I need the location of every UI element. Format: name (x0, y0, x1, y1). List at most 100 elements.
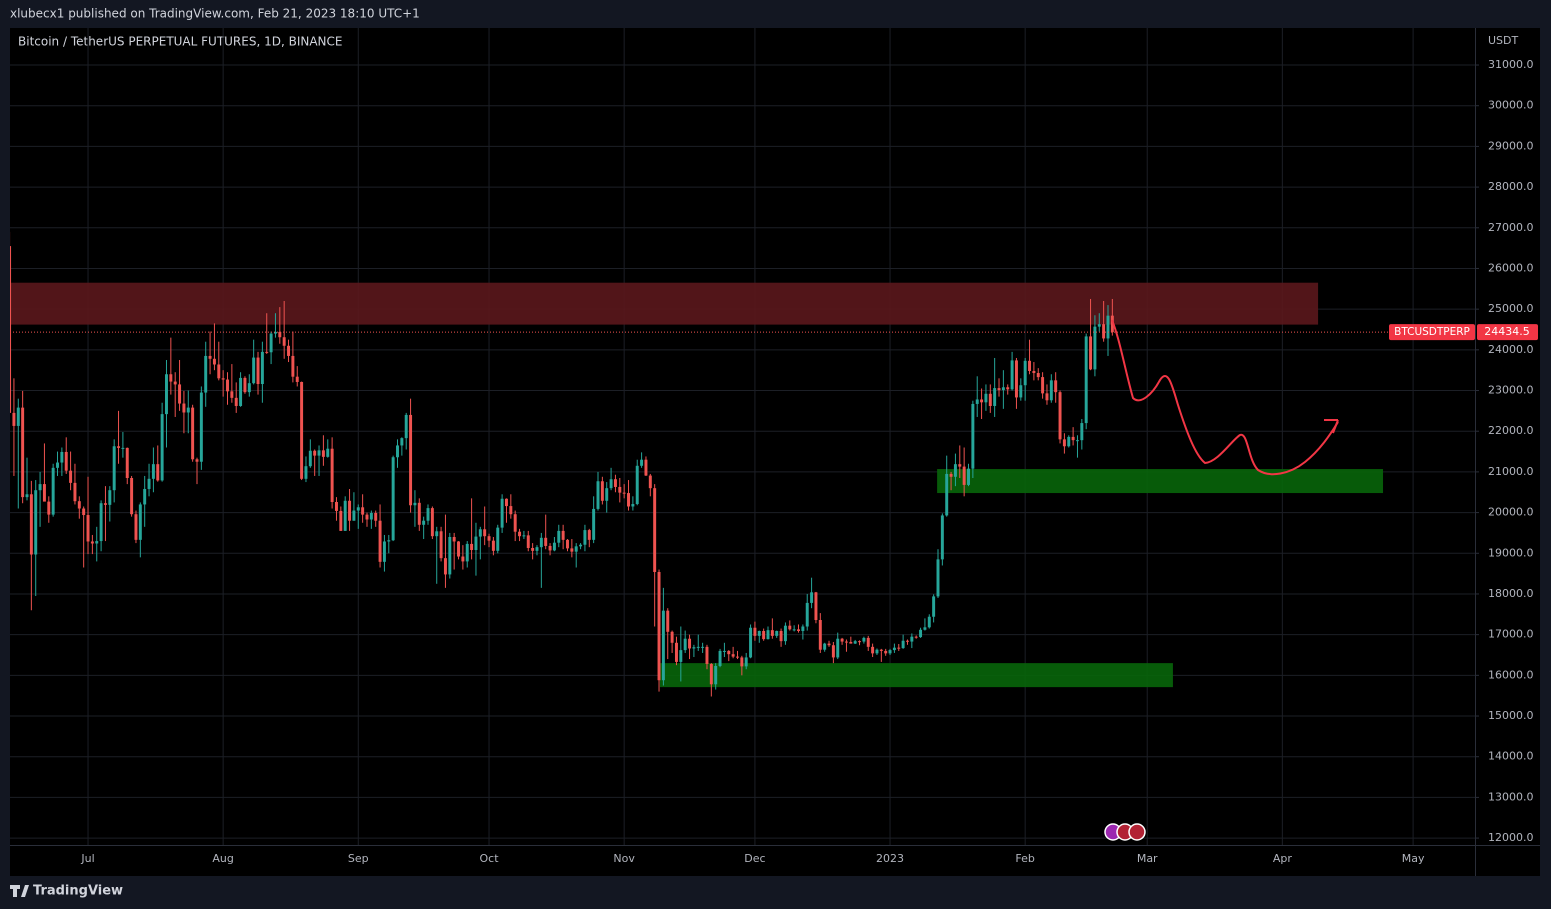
y-tick-label: 12000.0 (1488, 831, 1534, 844)
event-icons (1104, 823, 1146, 841)
candle-body (587, 530, 591, 540)
last-price-tag-bg (1477, 324, 1538, 341)
x-tick-label: Sep (348, 852, 369, 865)
candle-body (42, 484, 46, 502)
candle-body (134, 514, 138, 540)
x-tick-label: May (1402, 852, 1425, 865)
candle-body (805, 602, 809, 627)
candle-body (810, 592, 814, 603)
candle-body (25, 494, 29, 498)
candle-body (709, 663, 713, 685)
candle-body (21, 407, 25, 498)
candle-body (361, 507, 365, 515)
candle-body (56, 462, 59, 468)
candle-body (69, 470, 73, 483)
candle-body (570, 548, 574, 552)
candle-body (927, 616, 931, 628)
candle-body (387, 540, 391, 542)
candle-body (679, 650, 683, 662)
candle-body (409, 414, 413, 506)
candle-body (788, 625, 792, 630)
candle-body (147, 478, 151, 489)
zone (659, 663, 1173, 688)
candle-body (426, 508, 430, 521)
candle-body (858, 641, 862, 643)
candle-body (1023, 360, 1027, 386)
candle-body (949, 473, 953, 477)
candle-body (138, 504, 142, 540)
candle-body (609, 479, 613, 489)
candle-body (230, 391, 234, 398)
candle-body (191, 407, 195, 460)
y-tick-label: 18000.0 (1488, 587, 1534, 600)
candle-body (330, 448, 334, 503)
candle-body (164, 374, 168, 415)
candle-body (775, 630, 779, 636)
candle-body (557, 530, 561, 543)
candle-body (422, 520, 426, 525)
zone (937, 469, 1384, 494)
candle-body (914, 636, 918, 638)
candle-body (452, 536, 456, 542)
candle-body (592, 508, 596, 540)
candle-body (186, 407, 190, 413)
candle-body (404, 414, 408, 439)
candle-body (204, 355, 208, 393)
candle-body (980, 399, 984, 403)
candle-body (374, 512, 378, 521)
zone (10, 282, 1319, 325)
candle-body (801, 626, 805, 631)
candle-body (849, 641, 853, 644)
candle-body (265, 351, 269, 353)
event-icon (1128, 823, 1146, 841)
candle-body (1075, 440, 1079, 442)
y-tick-label: 28000.0 (1488, 180, 1534, 193)
candle-body (430, 508, 434, 537)
candle-body (1097, 324, 1101, 327)
candle-body (439, 531, 443, 559)
candle-body (1041, 377, 1045, 394)
candle-body (967, 468, 970, 485)
candle-body (892, 647, 896, 651)
candle-body (744, 657, 748, 667)
candle-body (339, 510, 343, 531)
candle-body (975, 399, 979, 404)
candle-body (461, 556, 465, 562)
x-tick-label: 2023 (876, 852, 904, 865)
candle-body (77, 501, 81, 509)
grid (10, 28, 1475, 845)
candle-body (1036, 373, 1040, 378)
candle-body (814, 592, 818, 620)
candle-body (1093, 326, 1097, 370)
candle-body (99, 503, 103, 542)
candle-body (396, 445, 399, 458)
y-tick-label: 21000.0 (1488, 465, 1534, 478)
candle-body (792, 629, 796, 631)
candle-body (736, 656, 739, 658)
candle-body (692, 647, 696, 649)
candle-body (866, 637, 870, 647)
candle-body (326, 448, 330, 457)
candle-body (1045, 393, 1049, 401)
candle-body (60, 451, 64, 463)
candle-body (260, 351, 264, 385)
candle-body (923, 627, 927, 630)
candle-body (1049, 380, 1053, 401)
candle-body (897, 647, 901, 649)
candle-body (295, 376, 299, 382)
candle-body (600, 481, 604, 501)
candle-body (818, 619, 822, 650)
candle-body (108, 490, 112, 505)
candle-body (683, 638, 687, 651)
candle-body (574, 546, 578, 552)
x-tick-label: Mar (1137, 852, 1158, 865)
candle-body (156, 464, 160, 481)
candle-body (504, 498, 508, 507)
candle-body (640, 459, 644, 466)
candle-body (247, 383, 251, 393)
candle-body (130, 478, 134, 515)
candle-body (526, 535, 530, 548)
candles (10, 231, 1114, 697)
candle-body (971, 403, 975, 469)
candle-body (613, 479, 617, 487)
